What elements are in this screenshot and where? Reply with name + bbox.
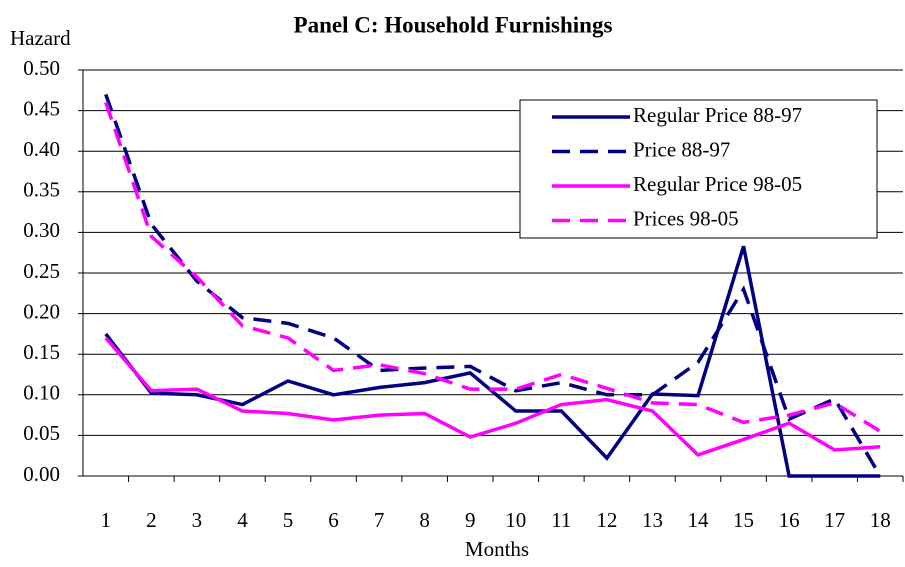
x-tick-label: 13 <box>642 508 663 532</box>
series-line <box>104 336 881 457</box>
y-tick-label: 0.50 <box>23 56 60 80</box>
x-tick-label: 4 <box>237 508 248 532</box>
x-tick-label: 2 <box>146 508 157 532</box>
x-tick-label: 15 <box>733 508 754 532</box>
x-tick-label: 8 <box>419 508 430 532</box>
legend-label: Price 88-97 <box>633 137 730 161</box>
chart-title: Panel C: Household Furnishings <box>294 12 613 37</box>
y-tick-label: 0.25 <box>23 259 60 283</box>
x-tick-label: 10 <box>505 508 526 532</box>
y-tick-label: 0.20 <box>23 299 60 323</box>
x-tick-label: 12 <box>596 508 617 532</box>
y-tick-label: 0.10 <box>23 381 60 405</box>
x-tick-label: 18 <box>870 508 891 532</box>
y-tick-label: 0.40 <box>23 137 60 161</box>
y-tick-label: 0.35 <box>23 178 60 202</box>
y-tick-label: 0.00 <box>23 462 60 486</box>
legend-label: Regular Price 98-05 <box>633 172 802 196</box>
legend-box <box>519 99 878 239</box>
x-tick-label: 17 <box>824 508 845 532</box>
x-tick-label: 1 <box>101 508 112 532</box>
legend-label: Regular Price 88-97 <box>633 103 802 127</box>
series-line <box>104 93 882 477</box>
x-tick-label: 9 <box>465 508 476 532</box>
x-tick-label: 16 <box>779 508 800 532</box>
x-axis-label: Months <box>465 537 529 561</box>
series-line <box>104 245 881 478</box>
x-tick-label: 5 <box>283 508 294 532</box>
y-axis-label: Hazard <box>10 26 71 50</box>
y-tick-label: 0.30 <box>23 218 60 242</box>
x-tick-label: 14 <box>688 508 710 532</box>
legend-label: Prices 98-05 <box>633 206 739 230</box>
x-tick-label: 7 <box>374 508 385 532</box>
series-line <box>104 101 882 433</box>
y-tick-label: 0.05 <box>23 421 60 445</box>
x-tick-label: 6 <box>328 508 339 532</box>
x-tick-label: 11 <box>551 508 571 532</box>
x-tick-label: 3 <box>192 508 203 532</box>
y-tick-label: 0.15 <box>23 340 60 364</box>
y-tick-label: 0.45 <box>23 96 60 120</box>
